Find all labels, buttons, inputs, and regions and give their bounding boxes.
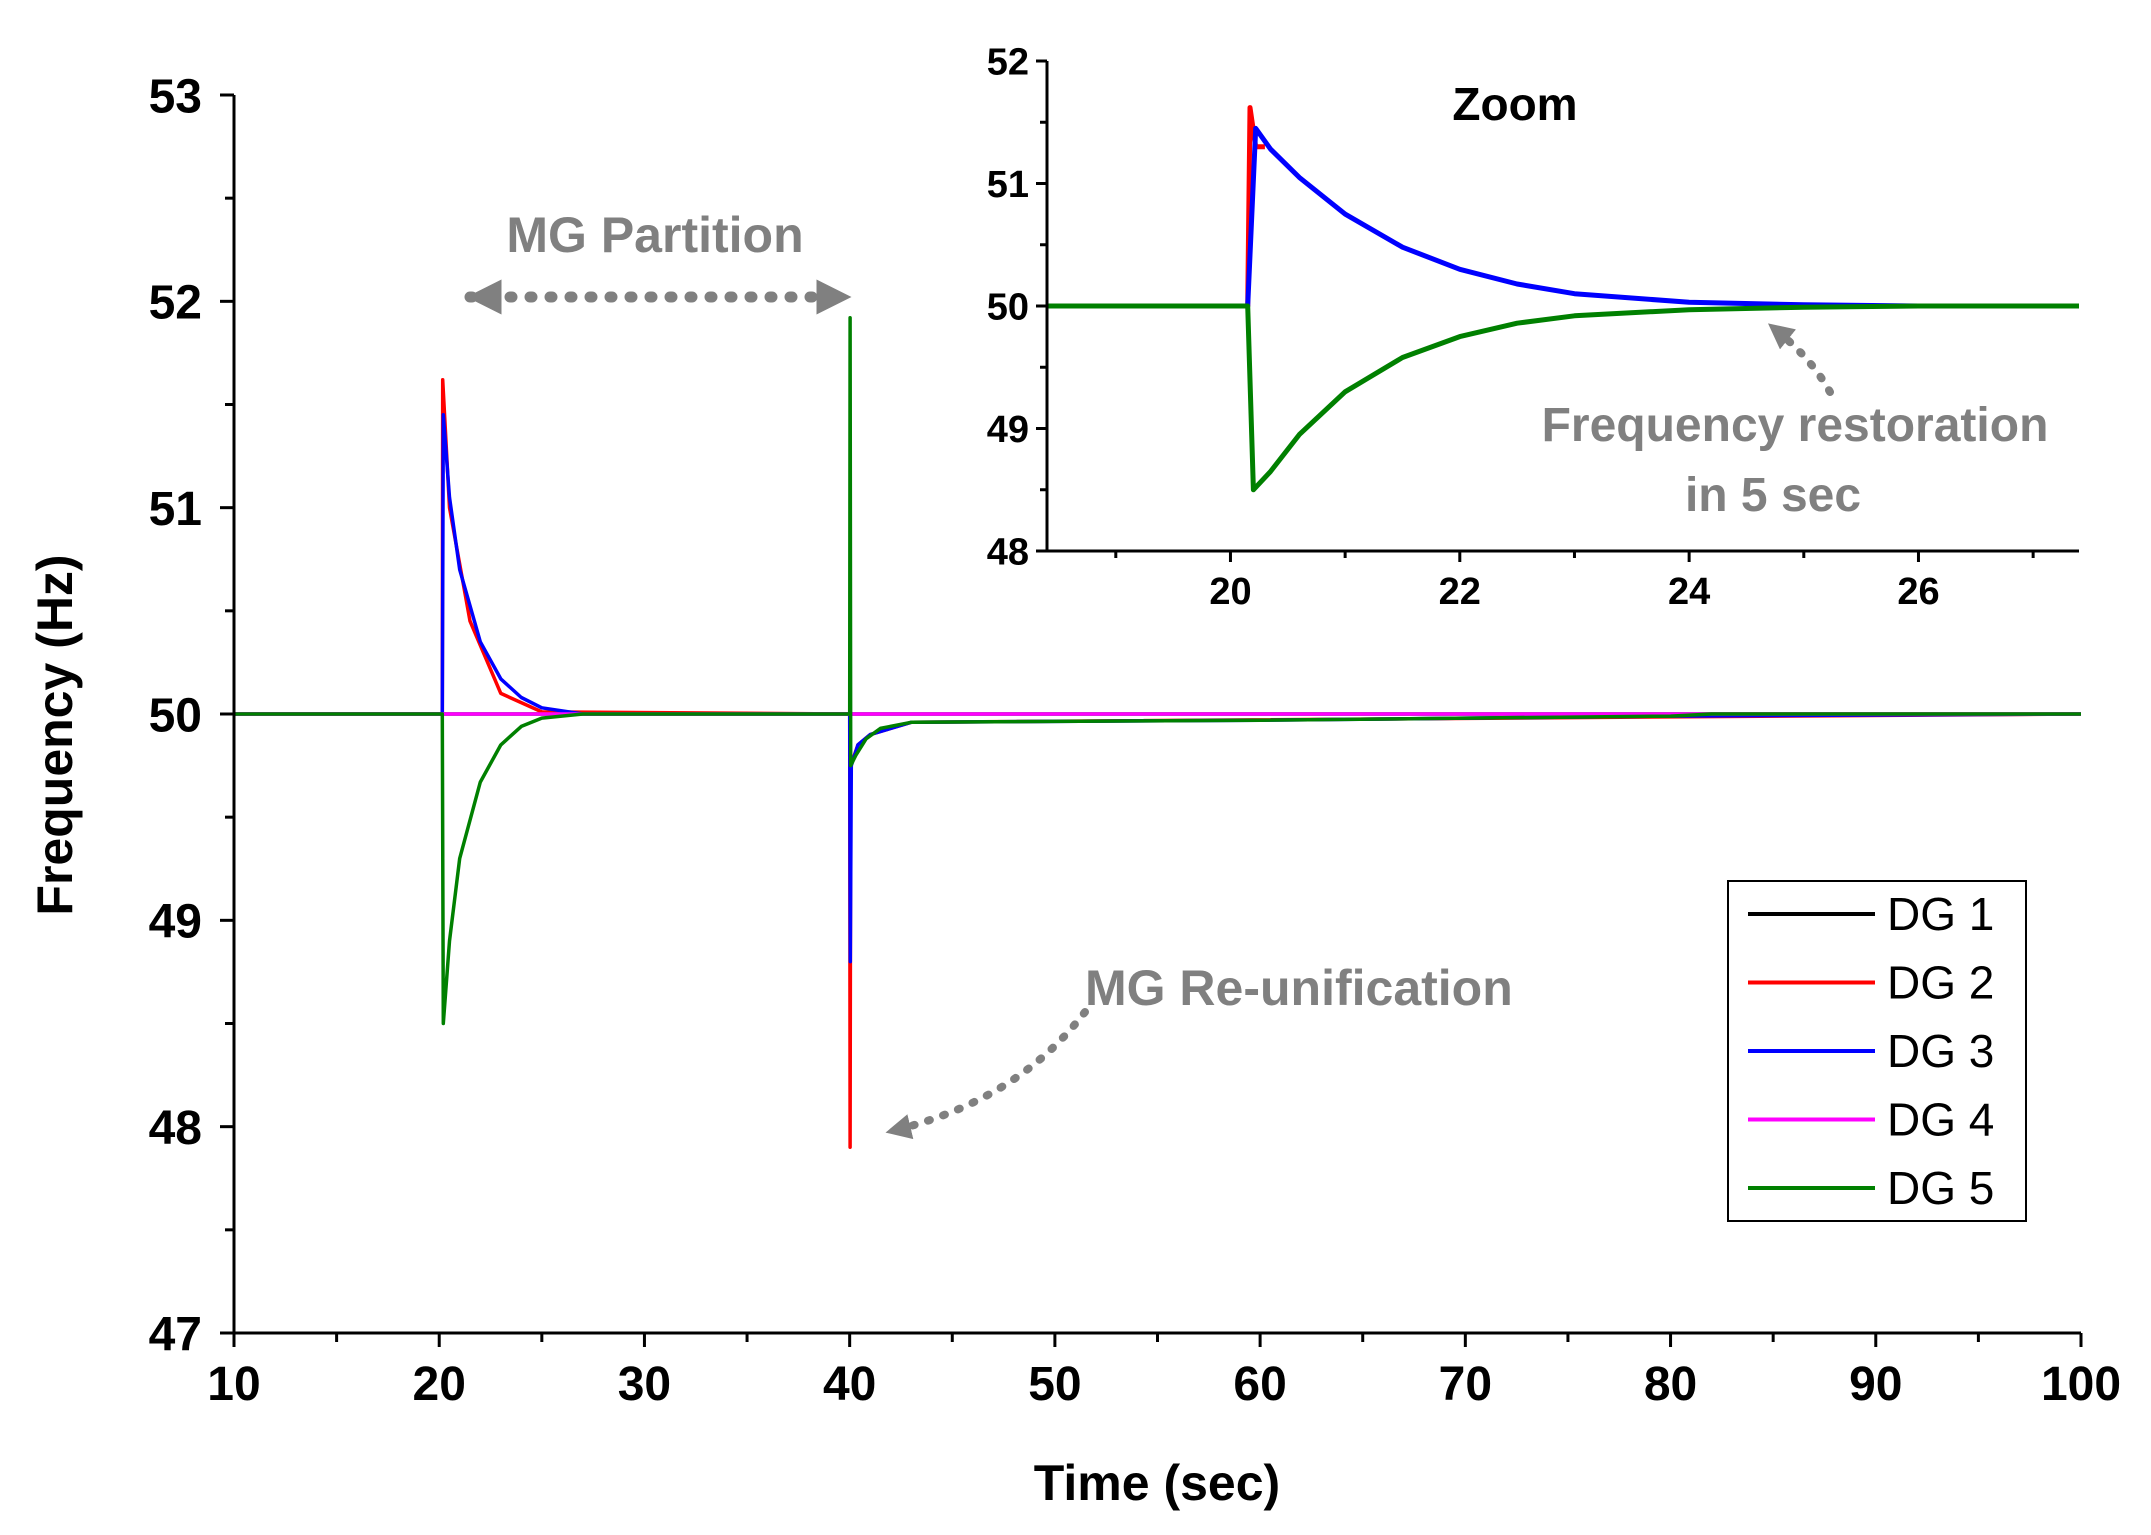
- inset-axis-ticks: [1036, 59, 2035, 562]
- frequency-restoration-label-line1: Frequency restoration: [1542, 399, 2049, 452]
- x-tick-label: 60: [1233, 1358, 1286, 1411]
- x-tick-label: 50: [1028, 1358, 1081, 1411]
- x-tick-label: 20: [1209, 571, 1251, 613]
- y-tick-label: 49: [987, 409, 1029, 451]
- x-tick-label: 70: [1439, 1358, 1492, 1411]
- inset-tick-labels: 20 22 24 26 48 49 50 51 52: [987, 42, 1940, 613]
- y-tick-label: 53: [149, 70, 202, 123]
- y-tick-label: 50: [149, 689, 202, 742]
- x-tick-label: 22: [1439, 571, 1481, 613]
- series-line-dg-2: [1047, 105, 1265, 309]
- x-tick-label: 30: [618, 1358, 671, 1411]
- x-tick-label: 100: [2041, 1358, 2121, 1411]
- y-tick-label: 48: [987, 532, 1029, 574]
- main-x-axis-title: Time (sec): [1034, 1455, 1280, 1511]
- series-line-dg-5: [234, 316, 2081, 1026]
- annotation-mg-partition: MG Partition: [464, 207, 854, 315]
- mg-reunification-arrow: [884, 1008, 1089, 1140]
- y-tick-label: 52: [149, 277, 202, 330]
- y-tick-label: 51: [987, 164, 1029, 206]
- series-line-dg-3: [1047, 125, 2079, 309]
- x-tick-label: 80: [1644, 1358, 1697, 1411]
- x-tick-label: 26: [1897, 571, 1939, 613]
- legend-label-dg-3: DG 3: [1887, 1025, 1994, 1077]
- frequency-restoration-label-line2: in 5 sec: [1685, 469, 1861, 522]
- inset-title: Zoom: [1452, 78, 1577, 130]
- y-tick-label: 49: [149, 896, 202, 949]
- main-chart: 10 20 30 40 50 60 70 80 90 100 47 48 49 50 51 52 53 Time…: [27, 70, 2121, 1511]
- y-tick-label: 52: [987, 42, 1029, 84]
- y-tick-label: 51: [149, 483, 202, 536]
- inset-series: [1047, 105, 2079, 493]
- legend-label-dg-1: DG 1: [1887, 888, 1994, 940]
- series-line-dg-5: [1047, 303, 2079, 493]
- y-tick-label: 48: [149, 1102, 202, 1155]
- inset-chart: 20 22 24 26 48 49 50 51 52 Zoom Frequency restor…: [987, 42, 2079, 613]
- main-tick-labels: 10 20 30 40 50 60 70 80 90 100 47 48 49 50 51 52 53: [149, 70, 2121, 1411]
- x-tick-label: 24: [1668, 571, 1710, 613]
- main-y-axis-title: Frequency (Hz): [27, 554, 83, 915]
- mg-partition-label: MG Partition: [506, 207, 803, 263]
- annotation-frequency-restoration: Frequency restoration in 5 sec: [1542, 321, 2049, 522]
- mg-reunification-label: MG Re-unification: [1085, 960, 1513, 1016]
- legend-label-dg-2: DG 2: [1887, 957, 1994, 1009]
- x-tick-label: 40: [823, 1358, 876, 1411]
- legend-label-dg-4: DG 4: [1887, 1094, 1994, 1146]
- annotation-mg-reunification: MG Re-unification: [884, 960, 1513, 1140]
- frequency-restoration-arrow: [1766, 321, 1834, 396]
- legend: DG 1 DG 2 DG 3 DG 4 DG 5: [1727, 880, 2027, 1222]
- y-tick-label: 50: [987, 287, 1029, 329]
- y-tick-label: 47: [149, 1308, 202, 1361]
- x-tick-label: 90: [1849, 1358, 1902, 1411]
- legend-label-dg-5: DG 5: [1887, 1162, 1994, 1214]
- x-tick-label: 20: [413, 1358, 466, 1411]
- x-tick-label: 10: [207, 1358, 260, 1411]
- main-series: [234, 316, 2082, 1150]
